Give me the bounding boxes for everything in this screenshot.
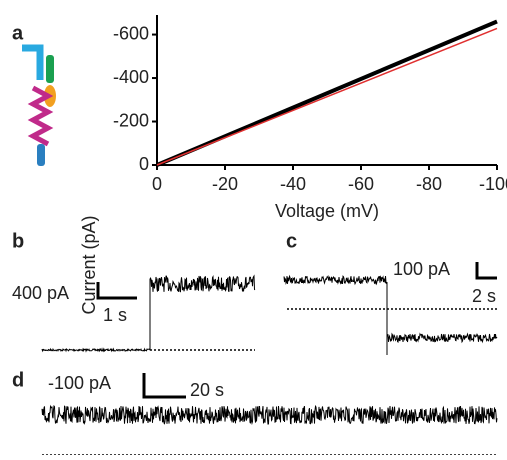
current-trace	[41, 274, 256, 353]
scale-label: 100 pA	[393, 259, 450, 279]
panel-label: b	[12, 230, 24, 252]
zero-lines	[42, 308, 497, 456]
series-line	[156, 19, 498, 167]
x-tick-label: 0	[152, 174, 162, 194]
scale-bars	[96, 262, 497, 399]
x-tick-label: -100	[479, 174, 507, 194]
x-tick-label: -60	[348, 174, 374, 194]
current-trace	[283, 274, 498, 355]
panel-label: d	[12, 369, 24, 391]
panel-label: a	[12, 22, 24, 44]
channel-icon	[22, 44, 56, 166]
scale-label: 2 s	[472, 286, 496, 306]
y-tick-label: 0	[139, 154, 149, 174]
x-axis-label: Voltage (mV)	[275, 201, 379, 221]
current-trace	[41, 404, 498, 426]
y-axis-label: Current (pA)	[79, 215, 99, 314]
scale-label: 400 pA	[12, 283, 69, 303]
panel-label: c	[286, 230, 297, 252]
y-tick-label: -200	[113, 110, 149, 130]
x-tick-label: -40	[280, 174, 306, 194]
x-tick-label: -80	[416, 174, 442, 194]
scale-label: 1 s	[103, 305, 127, 325]
y-tick-label: -600	[113, 23, 149, 43]
series-line	[156, 27, 498, 166]
y-tick-label: -400	[113, 67, 149, 87]
scale-label: 20 s	[190, 380, 224, 400]
x-tick-label: -20	[212, 174, 238, 194]
scale-label: -100 pA	[48, 373, 111, 393]
